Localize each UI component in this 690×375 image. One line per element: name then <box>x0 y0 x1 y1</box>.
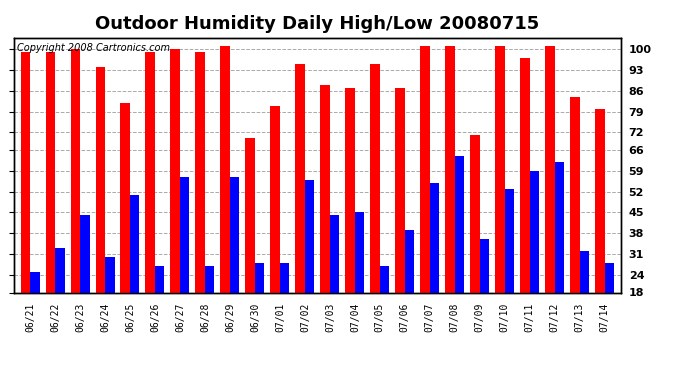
Bar <box>180 177 190 346</box>
Bar <box>430 183 440 346</box>
Bar <box>46 53 55 346</box>
Bar <box>520 58 530 346</box>
Bar <box>105 257 115 346</box>
Bar <box>146 53 155 346</box>
Bar <box>530 171 540 346</box>
Bar <box>195 53 205 346</box>
Bar <box>280 263 289 346</box>
Bar <box>330 215 339 346</box>
Bar <box>230 177 239 346</box>
Bar <box>246 138 255 346</box>
Bar <box>95 67 105 346</box>
Bar <box>205 266 215 346</box>
Bar <box>30 272 39 346</box>
Bar <box>220 46 230 346</box>
Bar <box>395 88 405 346</box>
Text: Outdoor Humidity Daily High/Low 20080715: Outdoor Humidity Daily High/Low 20080715 <box>95 15 540 33</box>
Bar <box>420 46 430 346</box>
Bar <box>555 162 564 346</box>
Bar <box>80 215 90 346</box>
Bar <box>495 46 505 346</box>
Text: Copyright 2008 Cartronics.com: Copyright 2008 Cartronics.com <box>17 43 170 52</box>
Bar <box>604 263 614 346</box>
Bar <box>320 85 330 346</box>
Bar <box>445 46 455 346</box>
Bar <box>305 180 315 346</box>
Bar <box>371 64 380 346</box>
Bar <box>121 103 130 346</box>
Bar <box>55 248 65 346</box>
Bar <box>21 53 30 346</box>
Bar <box>480 239 489 346</box>
Bar <box>505 189 514 346</box>
Bar <box>270 106 280 346</box>
Bar <box>155 266 164 346</box>
Bar <box>355 213 364 346</box>
Bar <box>545 46 555 346</box>
Bar <box>471 135 480 346</box>
Bar <box>570 97 580 346</box>
Bar <box>455 156 464 346</box>
Bar <box>346 88 355 346</box>
Bar <box>405 230 415 346</box>
Bar <box>380 266 389 346</box>
Bar <box>580 251 589 346</box>
Bar <box>295 64 305 346</box>
Bar <box>255 263 264 346</box>
Bar <box>170 50 180 346</box>
Bar <box>595 109 604 346</box>
Bar <box>130 195 139 346</box>
Bar <box>70 50 80 346</box>
